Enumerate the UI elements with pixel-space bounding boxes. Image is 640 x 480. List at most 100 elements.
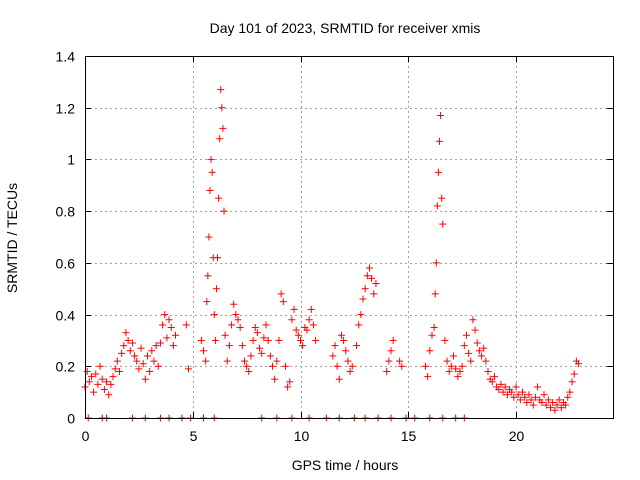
data-point <box>236 324 244 331</box>
data-point <box>92 370 100 378</box>
data-point <box>525 391 533 399</box>
data-point <box>288 316 296 324</box>
data-point <box>566 388 574 396</box>
data-point <box>460 342 468 350</box>
data-point <box>223 357 231 365</box>
data-point <box>126 347 134 355</box>
data-point <box>215 194 223 202</box>
data-point <box>150 357 158 365</box>
data-point <box>555 396 563 404</box>
data-point <box>337 331 345 339</box>
data-point <box>454 373 462 381</box>
data-point <box>204 272 212 280</box>
data-point <box>120 342 128 350</box>
data-point <box>331 342 339 350</box>
data-point <box>344 357 352 365</box>
data-point <box>575 360 583 368</box>
data-point <box>510 393 518 401</box>
data-point <box>497 380 505 388</box>
y-tick-label: 1.4 <box>56 49 76 65</box>
data-point <box>205 233 213 241</box>
data-point <box>294 331 302 339</box>
data-point <box>335 375 343 383</box>
data-point <box>445 367 453 375</box>
data-point <box>182 321 190 329</box>
data-point <box>286 378 294 386</box>
data-point <box>221 331 229 339</box>
y-tick-label: 0.8 <box>56 204 76 220</box>
data-point <box>488 378 496 386</box>
data-point <box>135 365 143 373</box>
data-point <box>436 137 444 145</box>
data-point <box>389 336 397 344</box>
data-point <box>115 367 123 375</box>
data-point <box>163 334 171 342</box>
data-point <box>518 388 526 396</box>
data-point <box>161 311 169 319</box>
data-point <box>424 373 432 381</box>
data-point <box>361 285 369 293</box>
data-point <box>279 298 287 306</box>
y-tick-label: 0.2 <box>56 359 76 375</box>
data-point <box>297 336 305 344</box>
data-point <box>167 324 175 331</box>
x-tick-label: 0 <box>82 428 90 444</box>
data-point <box>363 272 371 280</box>
data-point <box>169 342 177 350</box>
data-point <box>484 367 492 375</box>
data-point <box>514 391 522 399</box>
data-point <box>253 329 261 337</box>
data-point <box>103 378 111 386</box>
data-point <box>475 347 483 355</box>
data-point <box>512 383 520 391</box>
data-point <box>156 339 164 347</box>
data-point <box>495 386 503 394</box>
data-point <box>568 378 576 386</box>
data-point <box>96 362 104 370</box>
data-point <box>434 168 442 176</box>
data-point <box>462 331 470 339</box>
data-point <box>305 316 313 324</box>
y-tick-label: 1 <box>67 152 75 168</box>
data-point <box>207 155 215 163</box>
data-point <box>534 383 542 391</box>
y-tick-label: 0.4 <box>56 308 76 324</box>
data-point <box>564 393 572 401</box>
data-point <box>232 311 240 319</box>
data-point <box>277 290 285 298</box>
data-point <box>355 321 363 329</box>
data-point <box>348 362 356 370</box>
data-point <box>557 404 565 412</box>
data-point <box>220 207 228 215</box>
data-point <box>245 367 253 375</box>
data-point <box>447 362 455 370</box>
data-point <box>426 347 434 355</box>
data-point <box>456 367 464 375</box>
data-point <box>87 373 95 381</box>
data-point <box>340 336 348 344</box>
data-point <box>148 347 156 355</box>
data-point <box>128 339 136 347</box>
data-point <box>342 347 350 355</box>
data-point <box>490 373 498 381</box>
data-point <box>131 352 139 360</box>
data-point <box>452 365 460 373</box>
chart-title: Day 101 of 2023, SRMTID for receiver xmi… <box>210 20 481 36</box>
y-axis-label: SRMTID / TECUs <box>4 183 20 293</box>
axis-ticks: 0 0.2 0.4 0.6 0.8 1 1.2 1.4 0 5 10 15 20 <box>56 49 613 444</box>
data-point <box>281 362 289 370</box>
data-point <box>122 329 130 337</box>
data-point <box>284 383 292 391</box>
y-tick-label: 0.6 <box>56 256 76 272</box>
data-point <box>467 357 475 365</box>
data-point <box>357 311 365 319</box>
data-point <box>383 367 391 375</box>
data-point <box>98 375 106 383</box>
data-point <box>529 401 537 409</box>
data-point <box>544 396 552 404</box>
data-point <box>85 378 93 386</box>
data-point <box>503 391 511 399</box>
data-point <box>359 295 367 303</box>
data-point <box>501 383 509 391</box>
data-point <box>234 316 242 324</box>
